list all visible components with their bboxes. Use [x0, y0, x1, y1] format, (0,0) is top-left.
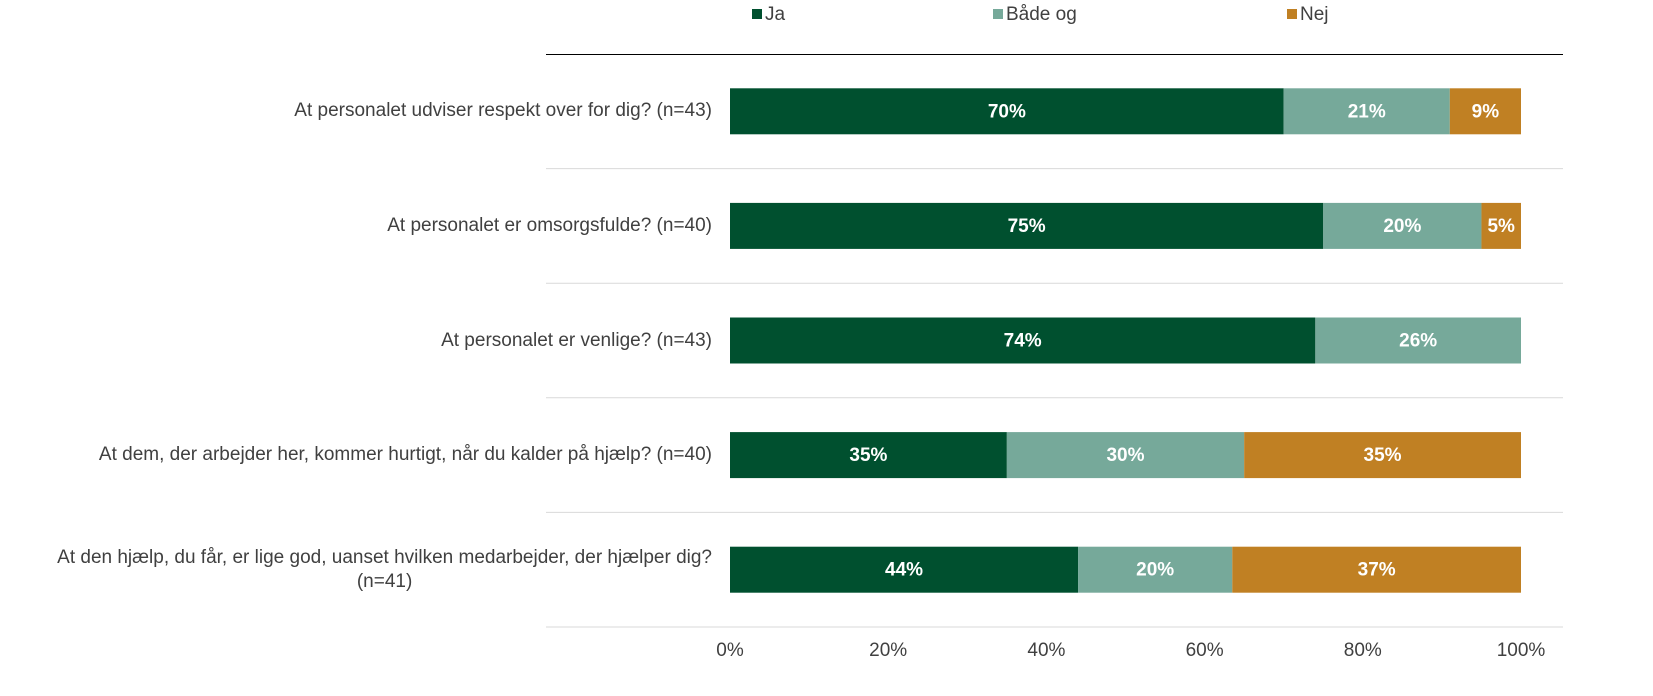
bar-segment — [1323, 202, 1482, 249]
data-label: 20% — [1383, 216, 1421, 237]
bar-segment — [1481, 202, 1521, 249]
data-label: 37% — [1358, 560, 1396, 581]
bar-segment — [730, 546, 1079, 593]
bar-segment — [1232, 546, 1521, 593]
x-tick-label: 0% — [716, 640, 744, 661]
x-tick-label: 100% — [1497, 640, 1546, 661]
category-label: At dem, der arbejder her, kommer hurtigt… — [98, 444, 712, 466]
data-label: 26% — [1399, 331, 1437, 352]
bar-segment — [1315, 317, 1521, 364]
x-tick-label: 80% — [1344, 640, 1382, 661]
data-label: 9% — [1472, 101, 1500, 122]
legend-label: Ja — [765, 4, 786, 25]
category-label: At personalet udviser respekt over for d… — [294, 100, 712, 122]
data-label: 5% — [1487, 216, 1515, 237]
legend-swatch — [752, 9, 762, 19]
bar-segment — [730, 88, 1284, 135]
bar-segment — [1449, 88, 1521, 135]
legend-swatch — [1287, 9, 1297, 19]
legend-swatch — [993, 9, 1003, 19]
data-label: 70% — [988, 101, 1026, 122]
x-tick-label: 20% — [869, 640, 907, 661]
bar-segment — [730, 317, 1316, 364]
bar-segment — [1078, 546, 1233, 593]
legend-label: Både og — [1006, 4, 1077, 25]
x-tick-label: 60% — [1186, 640, 1224, 661]
data-label: 20% — [1136, 560, 1174, 581]
x-tick-label: 40% — [1027, 640, 1065, 661]
data-label: 30% — [1106, 445, 1144, 466]
data-label: 74% — [1004, 331, 1042, 352]
category-label: At den hjælp, du får, er lige god, uanse… — [57, 546, 712, 592]
bar-segment — [1283, 88, 1450, 135]
bar-segment — [730, 202, 1324, 249]
legend-label: Nej — [1300, 4, 1329, 25]
data-label: 35% — [849, 445, 887, 466]
bar-segment — [1244, 432, 1521, 479]
data-label: 75% — [1008, 216, 1046, 237]
category-label: At personalet er omsorgsfulde? (n=40) — [387, 214, 712, 236]
bar-segment — [1006, 432, 1245, 479]
data-label: 21% — [1348, 101, 1386, 122]
data-label: 44% — [885, 560, 923, 581]
bar-segment — [730, 432, 1007, 479]
category-label: At personalet er venlige? (n=43) — [441, 329, 712, 351]
data-label: 35% — [1364, 445, 1402, 466]
